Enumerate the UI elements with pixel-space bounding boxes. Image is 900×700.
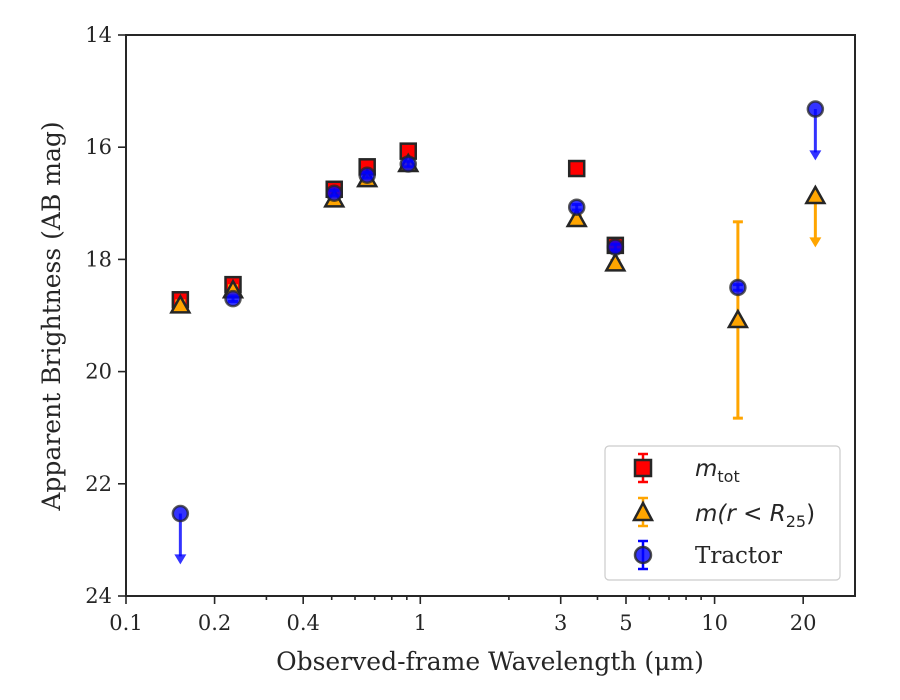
data-point-triangle — [169, 293, 192, 314]
x-axis-label: Observed-frame Wavelength (μm) — [276, 647, 704, 676]
legend-label-mr25: m(r < R25) — [695, 501, 815, 531]
legend-marker-square — [633, 458, 653, 478]
y-tick-label: 18 — [85, 247, 112, 271]
legend: mtot m(r < R25) Tractor — [604, 445, 841, 581]
x-tick-label: 3 — [554, 611, 567, 635]
legend-label-tractor: Tractor — [695, 543, 782, 569]
legend-marker-circle — [633, 545, 653, 565]
data-point-triangle — [804, 184, 827, 205]
x-axis-ticks: 0.1 0.2 0.4 1 3 5 10 20 — [109, 596, 817, 635]
data-point-triangle — [726, 308, 750, 329]
x-tick-label: 20 — [790, 611, 817, 635]
y-tick-label: 16 — [85, 135, 112, 159]
data-point-circle — [729, 278, 747, 297]
series-mr25 — [169, 152, 827, 420]
legend-frame — [604, 445, 841, 581]
upper-limit-arrowhead — [809, 150, 822, 161]
data-point-triangle — [604, 251, 627, 272]
x-tick-label: 5 — [619, 611, 632, 635]
y-tick-label: 22 — [85, 472, 112, 496]
legend-entry-tractor: Tractor — [633, 539, 782, 571]
series-mtot — [171, 142, 625, 309]
x-tick-label: 10 — [701, 611, 728, 635]
legend-entry-mr25: m(r < R25) — [631, 496, 815, 531]
data-point-circle — [399, 155, 417, 173]
x-tick-label: 0.2 — [198, 611, 231, 635]
series-tractor — [171, 100, 825, 565]
y-axis-label: Apparent Brightness (AB mag) — [37, 121, 66, 511]
legend-marker-triangle — [631, 500, 655, 522]
upper-limit-arrowhead — [174, 554, 187, 565]
data-point-square — [567, 159, 586, 178]
legend-entry-mtot: mtot — [633, 452, 740, 486]
data-marks — [169, 100, 827, 565]
y-tick-label: 14 — [85, 23, 112, 47]
y-tick-label: 20 — [85, 360, 112, 384]
data-point-circle — [806, 100, 825, 118]
data-point-triangle — [565, 207, 588, 228]
upper-limit-arrowhead — [809, 237, 822, 248]
data-point-circle — [224, 289, 242, 308]
x-tick-label: 1 — [414, 611, 427, 635]
y-tick-label: 24 — [85, 584, 112, 608]
legend-label-mtot: mtot — [695, 456, 740, 486]
plot-area-frame — [125, 34, 856, 597]
x-tick-label: 0.1 — [109, 611, 142, 635]
x-tick-label: 0.4 — [286, 611, 319, 635]
data-point-circle — [325, 184, 343, 202]
data-point-circle — [567, 198, 586, 216]
data-point-circle — [171, 504, 190, 523]
data-point-circle — [606, 238, 625, 256]
y-axis-ticks: 14 16 18 20 22 24 — [85, 23, 126, 608]
data-point-circle — [358, 166, 376, 184]
